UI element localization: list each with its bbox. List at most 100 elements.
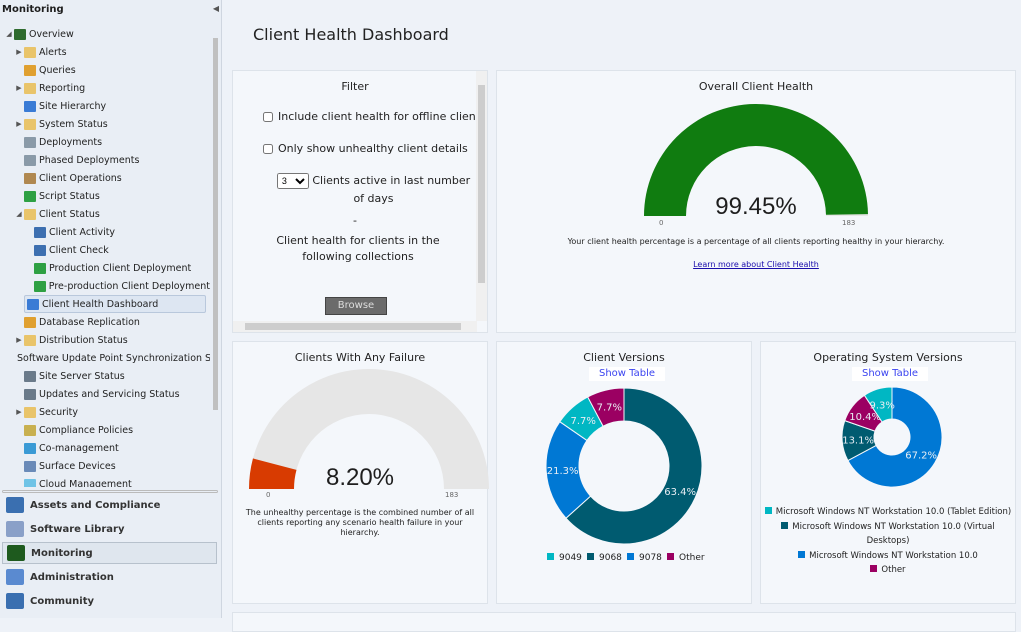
browse-button[interactable]: Browse [325,297,387,315]
tree-item[interactable]: Surface Devices [0,457,210,475]
collapsed-arrow-icon[interactable]: ▶ [16,48,22,56]
deployment-icon [24,136,36,148]
workspace-monitoring[interactable]: Monitoring [2,542,217,564]
workspace-assets-and-compliance[interactable]: Assets and Compliance [2,494,217,516]
cloud-icon [24,478,36,487]
offline-clients-checkbox[interactable]: Include client health for offline client… [263,110,486,123]
compliance-icon [24,424,36,436]
tree-item[interactable]: Updates and Servicing Status [0,385,210,403]
tree-item-label: Updates and Servicing Status [39,388,180,400]
legend-swatch [587,553,594,560]
offline-checkbox-input[interactable] [263,111,273,122]
expanded-arrow-icon[interactable]: ◢ [6,30,12,38]
legend-item[interactable]: Other [761,563,1015,578]
tree-item[interactable]: Queries [0,61,210,79]
clipboard-icon [24,172,36,184]
legend-swatch [781,521,789,529]
dashboard-area: Client Health Dashboard Filter Include c… [222,0,1021,632]
scrollbar-thumb[interactable] [245,323,461,330]
software-library-icon [6,521,24,537]
tree-item-label: Deployments [39,136,103,148]
collapsed-arrow-icon[interactable]: ▶ [16,408,22,416]
overall-value: 99.45% [715,193,797,220]
tree-item[interactable]: Deployments [0,133,210,151]
legend-item[interactable]: Microsoft Windows NT Workstation 10.0 (T… [761,505,1015,520]
unhealthy-checkbox-input[interactable] [263,143,273,154]
tree-item[interactable]: ▶ Reporting [0,79,210,97]
tree-item[interactable]: Script Status [0,187,210,205]
co-management-icon [24,442,36,454]
tree-item[interactable]: Site Hierarchy [0,97,210,115]
tree-item[interactable]: Client Check [0,241,210,259]
slice-label: 7.7% [571,416,596,427]
tree-item[interactable]: Cloud Management [0,475,210,487]
unhealthy-label: Only show unhealthy client details [278,142,468,155]
legend-label: Microsoft Windows NT Workstation 10.0 [809,550,978,561]
clients-with-failure-card: Clients With Any Failure 8.20% 0 183 The… [232,341,489,604]
tree-item[interactable]: Compliance Policies [0,421,210,439]
tree-item[interactable]: Phased Deployments [0,151,210,169]
learn-more-link[interactable]: Learn more about Client Health [693,260,819,269]
tree-item[interactable]: ▶ Alerts [0,43,210,61]
scrollbar-thumb[interactable] [478,85,485,283]
tree-item[interactable]: Co-management [0,439,210,457]
workspace-administration[interactable]: Administration [2,566,217,588]
overview-icon [14,28,26,40]
expanded-arrow-icon[interactable]: ◢ [16,210,22,218]
tree-item-label: Software Update Point Synchronization St… [17,352,210,364]
tree-item[interactable]: Site Server Status [0,367,210,385]
failure-gauge [249,369,489,489]
collapsed-arrow-icon[interactable]: ▶ [16,336,22,344]
tree-item-label: System Status [39,118,108,130]
workspace-community[interactable]: Community [2,590,217,612]
tree-item-label: Client Check [49,244,109,256]
tree-item[interactable]: Client Activity [0,223,210,241]
tree-item-label: Client Status [39,208,100,220]
workspace-software-library[interactable]: Software Library [2,518,217,540]
navigation-tree: ◢ Overview ▶ Alerts Queries ▶ Reporting Site Hi… [0,25,210,487]
gauge-max: 183 [445,491,459,499]
tree-item-label: Database Replication [39,316,140,328]
tree-item[interactable]: ▶ Distribution Status [0,331,210,349]
tree-item-label: Queries [39,64,76,76]
days-select[interactable]: 3 [276,173,309,189]
tree-item[interactable]: Database Replication [0,313,210,331]
tree-item[interactable]: ◢ Client Status [0,205,210,223]
days-filter: 3 Clients active in last number of days [271,172,476,208]
separator-dash: - [353,214,357,227]
scrollbar-thumb[interactable] [213,38,218,410]
show-table-button[interactable]: Show Table [589,367,665,381]
show-table-button[interactable]: Show Table [852,367,928,381]
gauge-min: 0 [266,491,271,499]
gauge-max: 183 [842,219,856,227]
failure-value: 8.20% [325,464,395,491]
tree-item[interactable]: ▶ Security [0,403,210,421]
overall-client-health-card: Overall Client Health 99.45% 0 183 Your … [496,70,1016,333]
legend-item[interactable]: Microsoft Windows NT Workstation 10.0 (V… [761,520,1015,549]
workspace-label: Administration [30,571,114,583]
collapsed-arrow-icon[interactable]: ▶ [16,84,22,92]
tree-item[interactable]: Software Update Point Synchronization St… [0,349,210,367]
filter-vscrollbar[interactable] [476,71,487,321]
tree-item[interactable]: Production Client Deployment [0,259,210,277]
folder-icon [24,82,36,94]
collapsed-arrow-icon[interactable]: ▶ [16,120,22,128]
filter-hscrollbar[interactable] [233,321,477,332]
legend-item[interactable]: Microsoft Windows NT Workstation 10.0 [761,549,1015,564]
tree-item[interactable]: Pre-production Client Deployment [0,277,210,295]
tree-item[interactable]: ◢ Overview [0,25,210,43]
pane-title: Monitoring [2,4,64,15]
tree-item[interactable]: Client Operations [0,169,210,187]
lower-card [232,612,1016,632]
tree-item[interactable]: ▶ System Status [0,115,210,133]
community-icon [6,593,24,609]
chevron-left-icon[interactable]: ◀ [212,4,219,13]
collections-label: Client health for clients in the followi… [276,234,440,263]
surface-icon [24,460,36,472]
unhealthy-only-checkbox[interactable]: Only show unhealthy client details [263,142,468,155]
tree-scrollbar[interactable] [211,30,220,490]
workspace-splitter[interactable] [2,490,218,493]
tree-item[interactable]: Client Health Dashboard [24,295,206,313]
overall-description: Your client health percentage is a perce… [567,237,945,246]
legend-swatch [798,550,806,558]
